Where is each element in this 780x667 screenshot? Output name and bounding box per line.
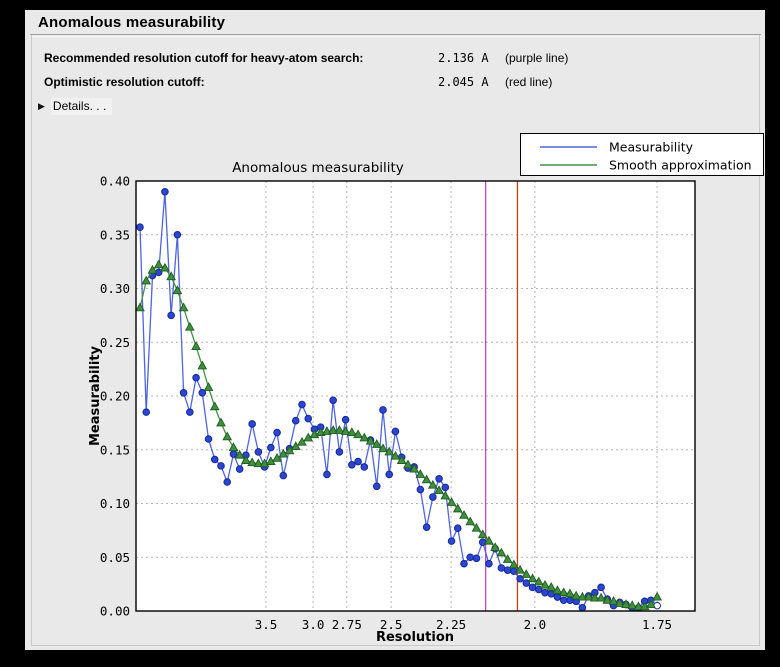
svg-text:3.5: 3.5 xyxy=(255,617,278,632)
svg-text:2.0: 2.0 xyxy=(524,617,547,632)
svg-text:0.20: 0.20 xyxy=(100,389,130,404)
legend-entry-smooth: Smooth approximation xyxy=(609,158,752,173)
recommended-cutoff-label: Recommended resolution cutoff for heavy-… xyxy=(44,51,364,65)
info-row-recommended-cutoff: Recommended resolution cutoff for heavy-… xyxy=(44,51,744,67)
smooth-approximation-series xyxy=(135,259,663,611)
svg-text:0.05: 0.05 xyxy=(100,550,130,565)
svg-text:0.25: 0.25 xyxy=(100,335,130,350)
optimistic-cutoff-note: (red line) xyxy=(505,75,553,89)
svg-text:0.35: 0.35 xyxy=(100,227,130,242)
plot-frame xyxy=(135,180,696,612)
svg-text:0.40: 0.40 xyxy=(100,174,130,189)
recommended-cutoff-note: (purple line) xyxy=(505,51,569,65)
details-label[interactable]: Details. . . xyxy=(50,97,113,115)
svg-text:0.30: 0.30 xyxy=(100,281,130,296)
chart-title: Anomalous measurability xyxy=(232,160,404,176)
info-row-optimistic-cutoff: Optimistic resolution cutoff: 2.045 A (r… xyxy=(44,75,744,91)
disclosure-triangle-right-icon[interactable]: ▶ xyxy=(38,101,45,111)
svg-text:0.00: 0.00 xyxy=(100,604,130,619)
svg-text:2.5: 2.5 xyxy=(380,617,403,632)
optimistic-cutoff-value: 2.045 A xyxy=(438,75,489,89)
svg-text:3.0: 3.0 xyxy=(302,617,325,632)
x-axis-label: Resolution xyxy=(376,630,454,645)
title-separator xyxy=(30,34,761,37)
svg-text:2.75: 2.75 xyxy=(332,617,362,632)
svg-text:0.10: 0.10 xyxy=(100,496,130,511)
details-disclosure[interactable]: ▶ Details. . . xyxy=(38,97,113,115)
measurability-series xyxy=(136,187,661,612)
group-box xyxy=(31,35,760,646)
svg-text:1.75: 1.75 xyxy=(642,617,672,632)
page-title: Anomalous measurability xyxy=(38,14,226,31)
y-axis-label: Measurability xyxy=(88,345,103,446)
svg-text:0.15: 0.15 xyxy=(100,442,130,457)
recommended-cutoff-value: 2.136 A xyxy=(438,51,489,65)
svg-text:2.25: 2.25 xyxy=(436,617,466,632)
legend xyxy=(520,133,764,176)
legend-entry-measurability: Measurability xyxy=(609,140,694,155)
optimistic-cutoff-label: Optimistic resolution cutoff: xyxy=(44,75,205,89)
gridlines xyxy=(136,181,695,611)
